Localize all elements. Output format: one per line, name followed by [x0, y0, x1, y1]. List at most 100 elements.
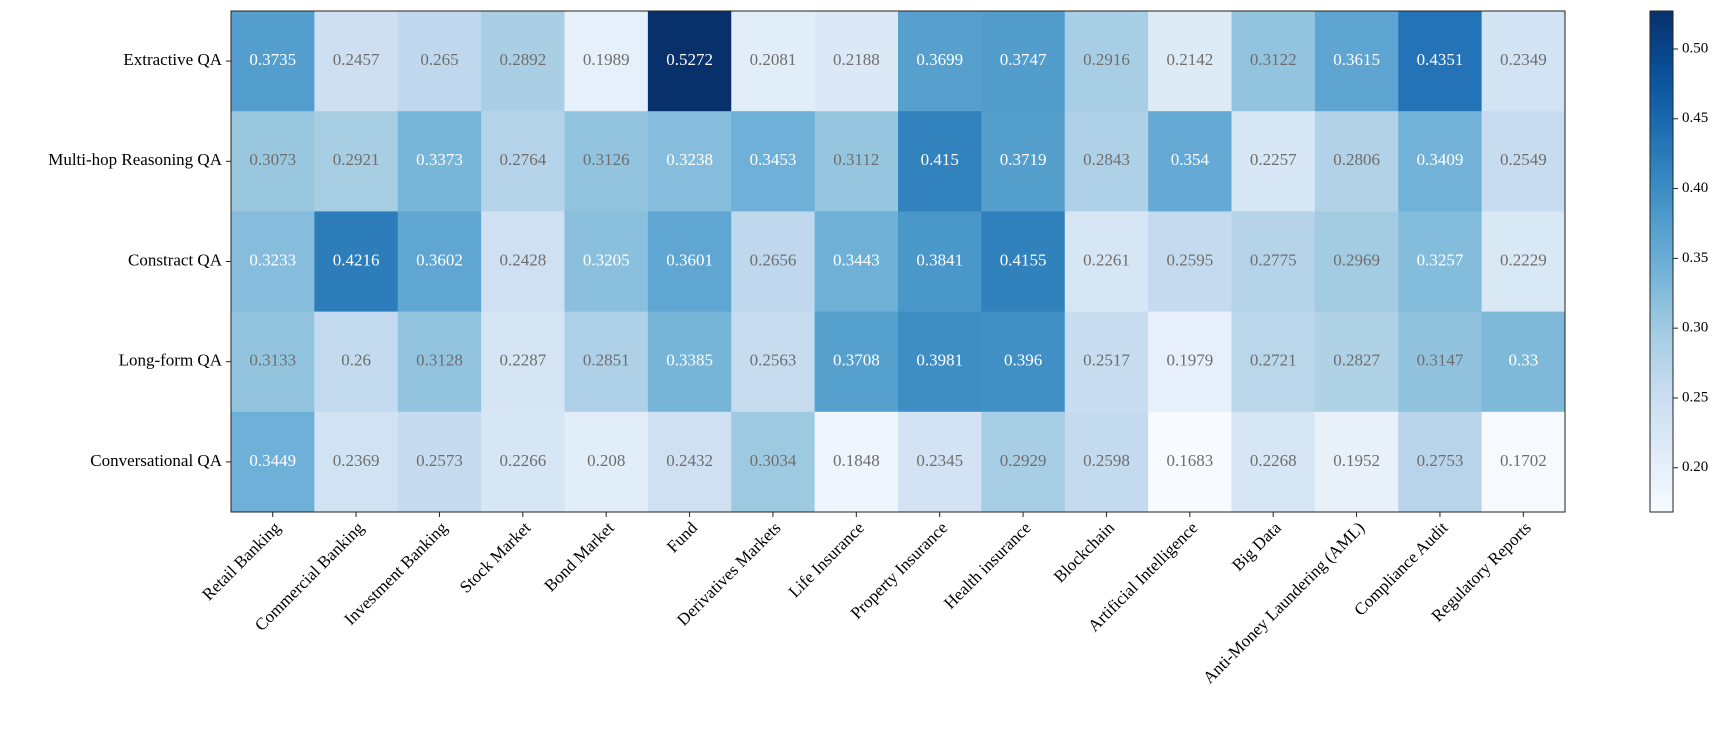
- y-tick-label: Extractive QA: [123, 50, 222, 69]
- heatmap-cell: [1148, 111, 1232, 212]
- heatmap-cell: [1064, 311, 1149, 413]
- cell-value-label: 0.2892: [499, 50, 546, 69]
- colorbar-tick-label: 0.40: [1682, 180, 1708, 196]
- cell-value-label: 0.3257: [1417, 250, 1464, 269]
- heatmap-cell: [564, 311, 649, 413]
- x-tick-label: Stock Market: [456, 518, 535, 597]
- cell-value-label: 0.4351: [1417, 50, 1464, 69]
- cell-value-label: 0.2549: [1500, 150, 1547, 169]
- heatmap-cell: [231, 111, 315, 212]
- cell-value-label: 0.1952: [1333, 451, 1380, 470]
- heatmap-cell: [731, 11, 816, 112]
- heatmap-cell: [647, 11, 732, 112]
- heatmap-cell: [1064, 11, 1149, 112]
- heatmap-cell: [981, 111, 1066, 212]
- cell-value-label: 0.3981: [916, 351, 963, 370]
- heatmap-cell: [647, 411, 732, 513]
- heatmap-cell: [231, 11, 315, 112]
- cell-value-label: 0.3133: [249, 351, 296, 370]
- cell-value-label: 0.2969: [1333, 250, 1380, 269]
- x-tick-label: Bond Market: [541, 518, 618, 595]
- cell-value-label: 0.3708: [833, 351, 880, 370]
- cell-value-label: 0.3601: [666, 250, 713, 269]
- heatmap-cell: [231, 311, 315, 413]
- heatmap-cell: [814, 211, 899, 313]
- heatmap-cell: [1064, 211, 1149, 313]
- heatmap-cell: [647, 311, 732, 413]
- x-tick-label: Fund: [663, 518, 702, 557]
- cell-value-label: 0.2287: [499, 351, 546, 370]
- cell-value-label: 0.2563: [750, 351, 797, 370]
- cell-value-label: 0.2929: [1000, 451, 1047, 470]
- colorbar-tick-label: 0.35: [1682, 250, 1708, 266]
- cell-value-label: 0.3719: [1000, 150, 1047, 169]
- y-tick-label: Constract QA: [128, 250, 223, 269]
- x-tick-label: Blockchain: [1050, 518, 1119, 587]
- heatmap-cell: [981, 211, 1066, 313]
- cell-value-label: 0.2457: [333, 50, 380, 69]
- colorbar: [1649, 10, 1674, 513]
- heatmap-cell: [731, 411, 816, 513]
- cell-value-label: 0.2916: [1083, 50, 1130, 69]
- colorbar-tick-label: 0.50: [1682, 40, 1708, 56]
- heatmap-cell: [898, 11, 982, 112]
- cell-value-label: 0.2432: [666, 451, 713, 470]
- heatmap-cell: [1314, 211, 1399, 313]
- heatmap-cell: [1314, 11, 1399, 112]
- heatmap-cell: [1148, 211, 1232, 313]
- heatmap-cell: [1398, 311, 1483, 413]
- cell-value-label: 0.26: [341, 351, 371, 370]
- heatmap-cell: [1148, 311, 1232, 413]
- cell-value-label: 0.3699: [916, 50, 963, 69]
- heatmap-cell: [814, 311, 899, 413]
- heatmap-cell: [314, 11, 399, 112]
- cell-value-label: 0.2851: [583, 351, 630, 370]
- cell-value-label: 0.3747: [1000, 50, 1047, 69]
- cell-value-label: 0.3615: [1333, 50, 1380, 69]
- heatmap-cell: [314, 111, 399, 212]
- heatmap-cell: [481, 211, 565, 313]
- heatmap-cell: [397, 11, 482, 112]
- heatmap-cell: [1064, 411, 1149, 513]
- cell-value-label: 0.2806: [1333, 150, 1380, 169]
- cell-value-label: 0.2369: [333, 451, 380, 470]
- heatmap-cell: [314, 411, 399, 513]
- heatmap-cell: [1481, 211, 1566, 313]
- cell-value-label: 0.3122: [1250, 50, 1297, 69]
- cell-value-label: 0.3126: [583, 150, 630, 169]
- cell-value-label: 0.354: [1171, 150, 1210, 169]
- cell-value-label: 0.3205: [583, 250, 630, 269]
- colorbar-tick-label: 0.20: [1682, 459, 1708, 475]
- cell-value-label: 0.4155: [1000, 250, 1047, 269]
- heatmap-cell: [981, 11, 1066, 112]
- cell-value-label: 0.2595: [1166, 250, 1213, 269]
- heatmap-cell: [1314, 111, 1399, 212]
- heatmap-cell: [564, 211, 649, 313]
- cell-value-label: 0.3602: [416, 250, 463, 269]
- cell-value-label: 0.2721: [1250, 351, 1297, 370]
- cell-value-label: 0.3443: [833, 250, 880, 269]
- heatmap-cell: [397, 211, 482, 313]
- heatmap-cell: [1481, 411, 1566, 513]
- heatmap-cell: [564, 111, 649, 212]
- heatmap-cell: [1231, 111, 1316, 212]
- cell-value-label: 0.3735: [249, 50, 296, 69]
- heatmap-cell: [1481, 11, 1566, 112]
- heatmap-cell: [1398, 11, 1483, 112]
- cell-value-label: 0.1989: [583, 50, 630, 69]
- cell-value-label: 0.2656: [750, 250, 797, 269]
- heatmap-cell: [647, 111, 732, 212]
- heatmap-cell: [397, 111, 482, 212]
- heatmap-cell: [1398, 411, 1483, 513]
- heatmap-cell: [397, 411, 482, 513]
- cell-value-label: 0.2345: [916, 451, 963, 470]
- cell-value-label: 0.3373: [416, 150, 463, 169]
- heatmap-cell: [1398, 211, 1483, 313]
- heatmap-cell: [731, 111, 816, 212]
- heatmap-cell: [731, 211, 816, 313]
- cell-value-label: 0.2921: [333, 150, 380, 169]
- cell-value-label: 0.3233: [249, 250, 296, 269]
- cell-value-label: 0.2261: [1083, 250, 1130, 269]
- x-tick-label: Anti-Money Laundering (AML): [1199, 518, 1368, 687]
- cell-value-label: 0.3453: [750, 150, 797, 169]
